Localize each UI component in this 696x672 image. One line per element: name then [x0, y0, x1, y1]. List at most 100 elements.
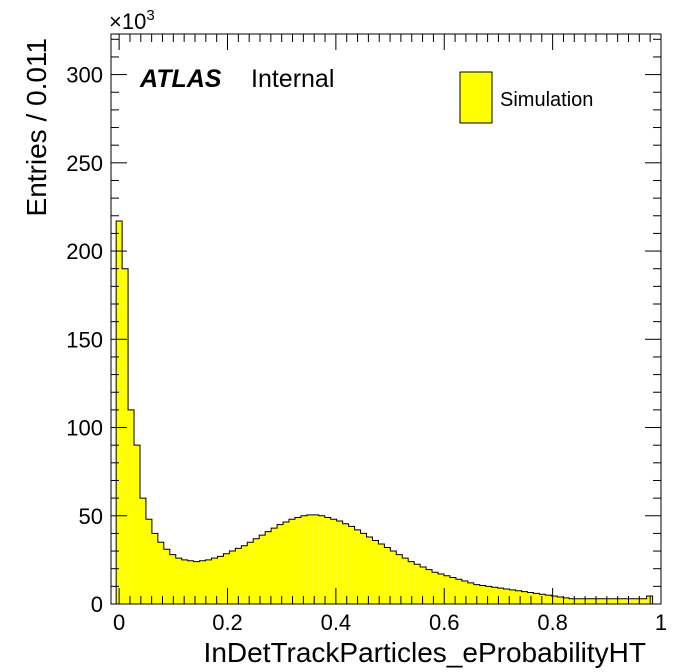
y-tick-label: 50	[79, 504, 103, 529]
histogram-bin	[521, 591, 528, 604]
y-tick-label: 200	[66, 239, 103, 264]
histogram-bin	[515, 590, 522, 604]
x-axis-label: InDetTrackParticles_eProbabilityHT	[204, 637, 646, 668]
histogram-bin	[461, 581, 468, 604]
x-tick-label: 0.4	[321, 610, 352, 635]
y-tick-label: 0	[91, 592, 103, 617]
histogram-bin	[640, 598, 647, 604]
atlas-label: ATLAS	[139, 65, 222, 93]
histogram-bin	[122, 268, 129, 604]
histogram-bin	[139, 498, 146, 604]
histogram-bin	[575, 598, 582, 604]
x-tick-label: 0.6	[429, 610, 460, 635]
histogram-bin	[253, 538, 260, 604]
histogram-bin	[443, 575, 450, 604]
histogram-outline	[115, 220, 654, 604]
histogram-bin	[241, 545, 248, 604]
histogram-bin	[426, 569, 433, 604]
histogram-bin	[265, 531, 272, 604]
histogram-bin	[354, 529, 361, 604]
histogram-bin	[598, 598, 605, 604]
histogram-bin	[306, 514, 313, 604]
histogram-bin	[551, 596, 558, 604]
x-tick-labels: 0 0.2 0.4 0.6 0.8 1	[113, 610, 667, 635]
legend-swatch	[459, 71, 493, 124]
histogram-bin	[384, 547, 391, 604]
histogram-bin	[491, 587, 498, 604]
y-axis-label: Entries / 0.011	[21, 38, 52, 216]
histogram-bin	[420, 566, 427, 604]
y-tick-label: 100	[66, 416, 103, 441]
histogram-bars	[115, 220, 654, 604]
histogram-bin	[283, 521, 290, 604]
histogram-bin	[646, 596, 653, 604]
histogram-bin	[396, 554, 403, 604]
histogram-bin	[342, 523, 349, 604]
histogram-bin	[414, 564, 421, 604]
histogram-bin	[277, 524, 284, 604]
histogram-bin	[175, 558, 182, 604]
y-tick-labels: 0 50 100 150 200 250 300	[66, 63, 103, 617]
histogram-bin	[581, 598, 588, 604]
histogram-bin	[259, 535, 266, 604]
histogram-bin	[527, 592, 534, 604]
histogram-bin	[271, 528, 278, 604]
histogram-bin	[247, 542, 254, 604]
histogram-bin	[294, 517, 301, 604]
histogram-bin	[324, 517, 331, 604]
histogram-bin	[503, 589, 510, 604]
histogram-bin	[467, 582, 474, 604]
histogram-bin	[366, 536, 373, 604]
histogram-bin	[169, 554, 176, 604]
histogram-bin	[587, 598, 593, 604]
histogram-bin	[211, 558, 218, 604]
histogram-bin	[289, 519, 295, 604]
histogram-bin	[539, 594, 546, 604]
histogram-bin	[509, 589, 516, 604]
x-tick-label: 0	[113, 610, 125, 635]
histogram-bin	[449, 577, 456, 604]
histogram-bin	[497, 588, 504, 604]
histogram-bin	[193, 561, 200, 604]
histogram-bin	[116, 221, 123, 604]
histogram-bin	[312, 514, 319, 604]
x-tick-label: 1	[655, 610, 667, 635]
histogram-bin	[634, 598, 641, 604]
histogram-bin	[432, 572, 439, 604]
histogram-bin	[205, 559, 212, 604]
y-tick-label: 150	[66, 327, 103, 352]
histogram-bin	[163, 549, 170, 604]
histogram-bin	[223, 553, 230, 604]
histogram-bin	[157, 542, 164, 604]
histogram-bin	[187, 560, 194, 604]
histogram-bin	[402, 558, 409, 604]
plot-frame	[110, 33, 662, 605]
histogram-bin	[318, 515, 325, 604]
histogram-bin	[330, 519, 337, 604]
legend-entry-simulation: Simulation	[500, 89, 593, 111]
histogram-bin	[151, 533, 158, 604]
y-multiplier: ×103	[109, 7, 155, 34]
histogram-bin	[610, 598, 617, 604]
histogram-bin	[408, 561, 415, 604]
histogram-bin	[360, 533, 367, 604]
histogram-bin	[390, 551, 397, 604]
histogram-bin	[145, 519, 152, 604]
histogram-bin	[336, 521, 343, 604]
histogram-bin	[229, 551, 236, 604]
histogram-bin	[473, 584, 480, 604]
y-tick-label: 250	[66, 151, 103, 176]
histogram-bin	[217, 556, 224, 604]
y-tick-label: 300	[66, 63, 103, 88]
histogram-bin	[569, 598, 576, 604]
histogram-bin	[378, 544, 385, 604]
histogram-bin	[372, 540, 379, 604]
histogram-bin	[134, 445, 140, 604]
histogram-bin	[235, 548, 242, 604]
histogram-bin	[485, 586, 492, 604]
atlas-status-label: Internal	[251, 65, 334, 93]
histogram-bin	[300, 515, 307, 604]
histogram-bin	[348, 526, 355, 604]
histogram-bin	[533, 593, 540, 604]
histogram-bin	[604, 598, 611, 604]
